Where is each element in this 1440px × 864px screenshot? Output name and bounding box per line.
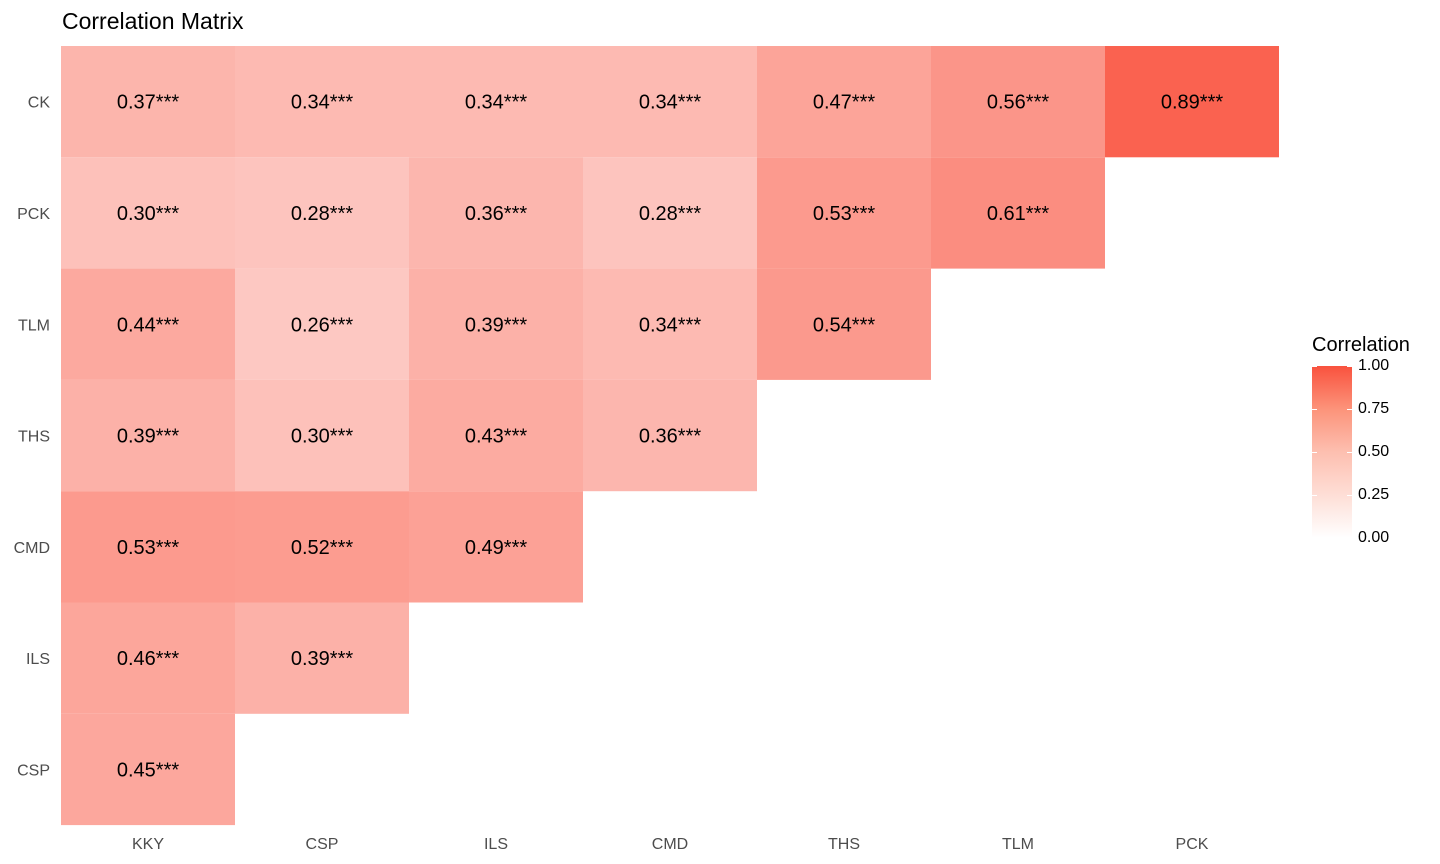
legend-tick-label: 1.00	[1358, 357, 1390, 374]
heatmap-cell	[235, 268, 409, 380]
heatmap-cell-labels: 0.37*** 0.34*** 0.34*** 0.34*** 0.47*** 0.56*…	[117, 92, 1223, 782]
chart-title: Correlation Matrix	[62, 8, 244, 34]
legend-title: Correlation	[1312, 334, 1410, 356]
cell-value-label: 0.28***	[291, 203, 353, 225]
heatmap-plot: 0.37*** 0.34*** 0.34*** 0.34*** 0.47*** 0.56*…	[14, 46, 1279, 853]
heatmap-cell	[583, 157, 757, 269]
cell-value-label: 0.37***	[117, 92, 179, 114]
cell-value-label: 0.54***	[813, 314, 875, 336]
x-tick-label: CMD	[652, 836, 688, 853]
heatmap-cell	[61, 491, 235, 603]
cell-value-label: 0.53***	[813, 203, 875, 225]
heatmap-cell	[409, 379, 583, 492]
heatmap-cell	[61, 713, 235, 826]
cell-value-label: 0.34***	[639, 92, 701, 114]
legend-tick-mark	[1312, 452, 1317, 453]
heatmap-cell	[61, 268, 235, 380]
heatmap-cell	[583, 379, 757, 492]
heatmap-cell	[235, 46, 409, 158]
legend-tick-mark	[1347, 495, 1352, 496]
heatmap-cell	[61, 602, 235, 714]
cell-value-label: 0.47***	[813, 92, 875, 114]
legend-tick-mark	[1347, 366, 1352, 367]
x-axis: KKY CSP ILS CMD THS TLM PCK	[132, 836, 1209, 853]
heatmap-cell	[235, 491, 409, 603]
y-tick-label: THS	[18, 429, 50, 446]
cell-value-label: 0.26***	[291, 314, 353, 336]
x-tick-label: KKY	[132, 836, 164, 853]
legend-tick-label: 0.25	[1358, 486, 1390, 503]
heatmap-cell	[61, 157, 235, 269]
cell-value-label: 0.36***	[639, 426, 701, 448]
legend-tick-mark	[1312, 409, 1317, 410]
cell-value-label: 0.28***	[639, 203, 701, 225]
cell-value-label: 0.56***	[987, 92, 1049, 114]
heatmap-cell	[409, 491, 583, 603]
cell-value-label: 0.39***	[117, 426, 179, 448]
legend-tick-label: 0.75	[1358, 400, 1390, 417]
cell-value-label: 0.52***	[291, 537, 353, 559]
legend-color-bar	[1312, 366, 1352, 538]
heatmap-cell	[409, 46, 583, 158]
x-tick-label: ILS	[484, 836, 508, 853]
cell-value-label: 0.30***	[117, 203, 179, 225]
heatmap-cell	[235, 602, 409, 714]
heatmap-cell	[757, 46, 931, 158]
legend-tick-label: 0.50	[1358, 443, 1390, 460]
heatmap-cell	[235, 379, 409, 492]
cell-value-label: 0.39***	[465, 314, 527, 336]
heatmap-cell	[583, 46, 757, 158]
heatmap-cell	[235, 157, 409, 269]
y-axis: CK PCK TLM THS CMD ILS CSP	[14, 95, 51, 780]
heatmap-cell	[931, 46, 1105, 158]
heatmap-cell	[583, 268, 757, 380]
legend-tick-mark	[1312, 366, 1317, 367]
y-tick-label: CSP	[17, 762, 50, 779]
cell-value-label: 0.34***	[291, 92, 353, 114]
cell-value-label: 0.45***	[117, 759, 179, 781]
heatmap-cell	[1105, 46, 1279, 158]
cell-value-label: 0.46***	[117, 648, 179, 670]
cell-value-label: 0.53***	[117, 537, 179, 559]
x-tick-label: PCK	[1176, 836, 1209, 853]
x-tick-label: TLM	[1002, 836, 1034, 853]
cell-value-label: 0.34***	[639, 314, 701, 336]
y-tick-label: TLM	[18, 317, 50, 334]
heatmap-cell	[409, 157, 583, 269]
cell-value-label: 0.39***	[291, 648, 353, 670]
legend-tick-mark	[1347, 409, 1352, 410]
cell-value-label: 0.30***	[291, 426, 353, 448]
legend-tick-mark	[1347, 538, 1352, 539]
heatmap-cells	[61, 46, 1279, 826]
cell-value-label: 0.49***	[465, 537, 527, 559]
legend-tick-mark	[1347, 452, 1352, 453]
x-tick-label: CSP	[306, 836, 339, 853]
heatmap-cell	[757, 157, 931, 269]
color-legend: Correlation 1.00 0.75 0.50 0.25 0.00	[1300, 332, 1440, 552]
cell-value-label: 0.43***	[465, 426, 527, 448]
cell-value-label: 0.89***	[1161, 92, 1223, 114]
legend-tick-mark	[1312, 538, 1317, 539]
heatmap-cell	[409, 268, 583, 380]
y-tick-label: ILS	[26, 651, 50, 668]
cell-value-label: 0.34***	[465, 92, 527, 114]
x-tick-label: THS	[828, 836, 860, 853]
heatmap-cell	[931, 157, 1105, 269]
y-tick-label: CK	[28, 95, 51, 112]
y-tick-label: CMD	[14, 540, 50, 557]
y-tick-label: PCK	[17, 206, 50, 223]
legend-tick-label: 0.00	[1358, 529, 1390, 546]
cell-value-label: 0.61***	[987, 203, 1049, 225]
cell-value-label: 0.44***	[117, 314, 179, 336]
legend-tick-mark	[1312, 495, 1317, 496]
heatmap-cell	[61, 46, 235, 158]
heatmap-cell	[61, 379, 235, 492]
heatmap-cell	[757, 268, 931, 380]
cell-value-label: 0.36***	[465, 203, 527, 225]
